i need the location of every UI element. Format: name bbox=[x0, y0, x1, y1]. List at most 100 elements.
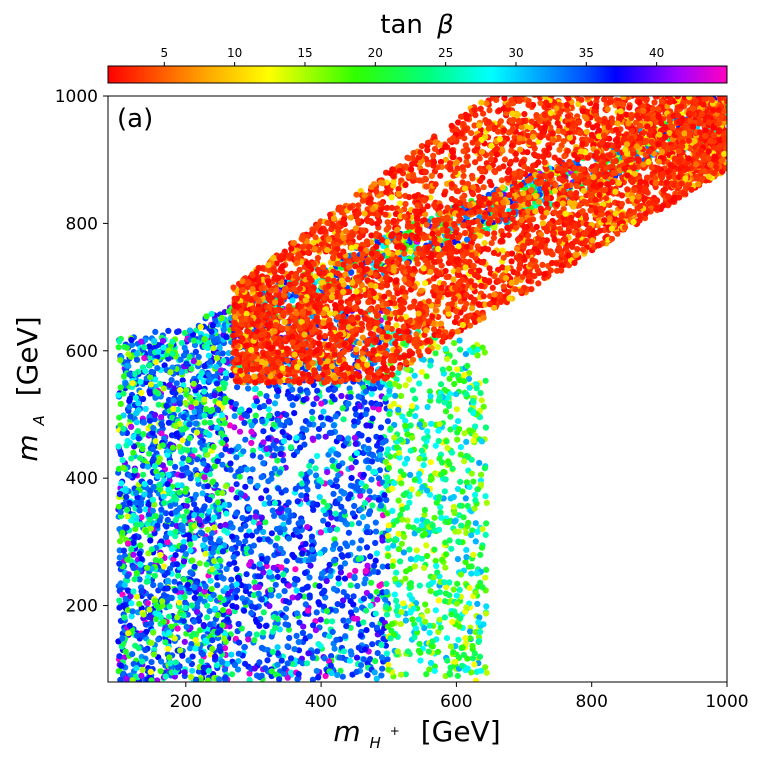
scatter-point bbox=[143, 406, 149, 412]
scatter-point bbox=[388, 426, 394, 432]
scatter-point bbox=[272, 500, 278, 506]
scatter-point bbox=[459, 644, 465, 650]
scatter-point bbox=[146, 607, 152, 613]
scatter-point bbox=[296, 639, 302, 645]
scatter-point bbox=[182, 594, 188, 600]
scatter-point bbox=[398, 393, 404, 399]
scatter-point bbox=[139, 446, 145, 452]
scatter-point bbox=[191, 338, 197, 344]
scatter-point bbox=[287, 512, 293, 518]
scatter-point bbox=[118, 480, 124, 486]
scatter-point bbox=[184, 624, 190, 630]
scatter-point bbox=[147, 362, 153, 368]
scatter-point bbox=[265, 556, 271, 562]
scatter-point bbox=[482, 465, 488, 471]
scatter-point bbox=[364, 544, 370, 550]
scatter-point bbox=[462, 430, 468, 436]
scatter-point bbox=[166, 420, 172, 426]
scatter-point bbox=[133, 490, 139, 496]
scatter-point bbox=[463, 604, 469, 610]
scatter-point bbox=[482, 493, 488, 499]
scatter-point bbox=[165, 646, 171, 652]
scatter-point bbox=[173, 517, 179, 523]
scatter-point bbox=[260, 630, 266, 636]
scatter-point bbox=[188, 404, 194, 410]
scatter-point bbox=[447, 672, 453, 678]
scatter-point bbox=[300, 426, 306, 432]
scatter-point bbox=[438, 381, 444, 387]
scatter-point bbox=[150, 630, 156, 636]
scatter-point bbox=[270, 649, 276, 655]
scatter-point bbox=[275, 644, 281, 650]
scatter-point bbox=[337, 546, 343, 552]
scatter-point bbox=[228, 577, 234, 583]
scatter-point bbox=[391, 435, 397, 441]
scatter-point bbox=[143, 622, 149, 628]
scatter-point bbox=[148, 677, 154, 683]
scatter-point bbox=[132, 576, 138, 582]
scatter-point bbox=[395, 648, 401, 654]
scatter-point bbox=[347, 394, 353, 400]
scatter-point bbox=[465, 666, 471, 672]
scatter-point bbox=[333, 511, 339, 517]
scatter-point bbox=[185, 470, 191, 476]
scatter-point bbox=[402, 576, 408, 582]
scatter-point bbox=[413, 625, 419, 631]
colorbar-tick-label: 30 bbox=[508, 46, 523, 60]
scatter-point bbox=[314, 395, 320, 401]
scatter-point bbox=[189, 602, 195, 608]
scatter-point bbox=[201, 396, 207, 402]
scatter-point bbox=[389, 621, 395, 627]
scatter-point bbox=[215, 407, 221, 413]
scatter-point bbox=[436, 527, 442, 533]
scatter-point bbox=[416, 380, 422, 386]
scatter-point bbox=[149, 369, 155, 375]
scatter-point bbox=[360, 514, 366, 520]
scatter-point bbox=[181, 352, 187, 358]
scatter-point bbox=[345, 552, 351, 558]
scatter-point bbox=[165, 517, 171, 523]
scatter-point bbox=[275, 485, 281, 491]
scatter-point bbox=[456, 623, 462, 629]
scatter-point bbox=[265, 435, 271, 441]
scatter-point bbox=[380, 440, 386, 446]
scatter-point bbox=[141, 344, 147, 350]
scatter-point bbox=[210, 345, 216, 351]
scatter-point bbox=[370, 452, 376, 458]
scatter-point bbox=[260, 428, 266, 434]
scatter-point bbox=[251, 579, 257, 585]
scatter-point bbox=[397, 558, 403, 564]
scatter-point bbox=[117, 555, 123, 561]
scatter-point bbox=[392, 393, 398, 399]
scatter-point bbox=[459, 488, 465, 494]
scatter-point bbox=[166, 654, 172, 660]
scatter-point bbox=[392, 576, 398, 582]
scatter-point bbox=[394, 518, 400, 524]
scatter-point bbox=[246, 506, 252, 512]
scatter-point bbox=[147, 517, 153, 523]
scatter-point bbox=[474, 347, 480, 353]
scatter-point bbox=[229, 603, 235, 609]
scatter-point bbox=[459, 663, 465, 669]
scatter-point bbox=[150, 508, 156, 514]
scatter-point bbox=[144, 565, 150, 571]
scatter-point bbox=[351, 616, 357, 622]
scatter-point bbox=[263, 446, 269, 452]
scatter-point bbox=[280, 571, 286, 577]
scatter-point bbox=[478, 472, 484, 478]
scatter-point bbox=[286, 434, 292, 440]
scatter-point bbox=[222, 522, 228, 528]
scatter-point bbox=[171, 494, 177, 500]
scatter-point bbox=[340, 405, 346, 411]
scatter-point bbox=[209, 329, 215, 335]
scatter-point bbox=[167, 382, 173, 388]
scatter-point bbox=[177, 647, 183, 653]
scatter-point bbox=[165, 570, 171, 576]
scatter-point bbox=[401, 534, 407, 540]
scatter-point bbox=[217, 595, 223, 601]
scatter-point bbox=[283, 598, 289, 604]
scatter-points bbox=[115, 90, 730, 684]
scatter-point bbox=[124, 507, 130, 513]
scatter-point bbox=[395, 531, 401, 537]
